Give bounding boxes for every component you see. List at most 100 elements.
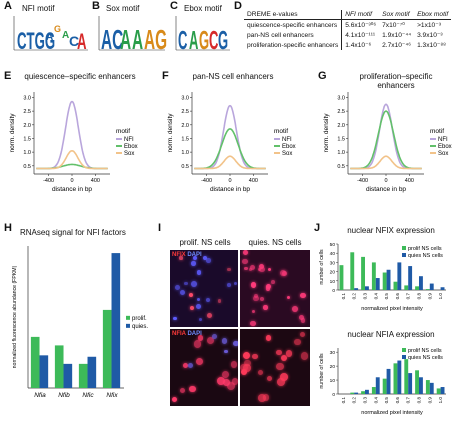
cell-nucleus (171, 396, 178, 403)
y-tick-label: 0 (332, 392, 335, 398)
y-tick-label: 2.5 (337, 109, 345, 115)
svg-text:A: A (77, 30, 87, 52)
panel-j2-title: nuclear NFIA expression (347, 330, 435, 339)
hist-bar (415, 370, 419, 394)
legend-swatch-0 (402, 246, 406, 250)
nfi-motif-logo: CTGG A G A C A (13, 16, 88, 52)
panel-h-title: RNAseq signal for NFI factors (20, 228, 126, 237)
cell-nucleus (300, 331, 306, 337)
micro-nfia-quies (240, 329, 310, 406)
cell-nfi: 5.6x10⁻³⁰⁶ (345, 22, 377, 29)
cell-nucleus (285, 350, 292, 357)
stain-nfia: NFIA (172, 331, 186, 337)
cell-nucleus (300, 318, 306, 323)
cell-nucleus (268, 267, 272, 271)
y-tick-label: 2.0 (337, 123, 345, 129)
y-axis-label: number of cells (319, 353, 325, 389)
bar-nfix-0 (102, 309, 112, 388)
series-line-sox (194, 155, 266, 170)
cell-nucleus (173, 316, 177, 321)
sox-motif-title: Sox motif (106, 4, 140, 13)
cell-ebox: >1x10⁻³ (417, 22, 441, 29)
panel-label-b: B (92, 0, 100, 12)
hist-bar (425, 380, 430, 394)
x-tick-label: 0.1 (341, 397, 346, 404)
cell-nucleus (249, 267, 253, 271)
panel-label-h: H (4, 222, 12, 234)
x-axis-label: distance in bp (52, 186, 92, 193)
ebox-motif-logo: C A G C G (175, 16, 230, 52)
ebox-motif-title: Ebox motif (184, 4, 222, 13)
legend-label-sox: Sox (124, 151, 134, 157)
hist-bar (419, 276, 423, 290)
x-tick-label: 0.9 (427, 293, 432, 300)
y-tick-label: 1.5 (23, 136, 31, 142)
y-axis-label: number of cells (319, 249, 325, 285)
hist-bar (425, 289, 430, 290)
legend-label-1: quies. (132, 324, 148, 330)
x-tick-label: 0.3 (363, 397, 368, 404)
x-tick-label: 0.2 (352, 293, 357, 300)
cell-nucleus (252, 353, 259, 360)
y-tick-label: 10 (330, 279, 336, 285)
panel-label-d: D (234, 0, 242, 12)
bar-nfib-1 (63, 363, 73, 388)
legend-title: motif (116, 128, 130, 135)
svg-text:A: A (62, 30, 69, 41)
cell-nucleus (189, 385, 196, 393)
series-line-sox (36, 149, 108, 170)
y-tick-label: 2.0 (23, 123, 31, 129)
cell-nucleus (252, 309, 256, 313)
cell-nucleus (227, 283, 231, 288)
bar-nfix-1 (111, 253, 121, 388)
cell-ebox: 3.9x10⁻³ (417, 32, 443, 39)
cell-nucleus (265, 335, 272, 342)
cell-nucleus (190, 281, 197, 287)
hist-bar (350, 392, 355, 394)
cell-nucleus (249, 320, 256, 327)
cell-nucleus (193, 340, 202, 348)
panel-label-a: A (4, 0, 12, 12)
cell-nucleus (242, 352, 250, 360)
y-tick-label: 2.5 (181, 109, 189, 115)
svg-text:CTGG: CTGG (17, 28, 55, 52)
cell-nucleus (298, 314, 305, 321)
nfia-histogram: 0 10 20 30 number of cells 0.1 0.2 0.3 0.4 0.5 0.6… (319, 348, 446, 416)
panel-e-title: quiescence–specific enhancers (24, 72, 136, 81)
y-tick-label: 30 (330, 260, 336, 266)
cell-nucleus (244, 266, 248, 271)
cell-nucleus (227, 382, 236, 390)
cell-nucleus (277, 378, 285, 387)
cell-nucleus (257, 394, 266, 402)
legend-label-nfi: NFI (124, 137, 134, 143)
panel-g-title: proliferation–specific enhancers (359, 72, 433, 90)
cell-nucleus (207, 336, 215, 344)
density-chart-quiescence: 0.5 1.0 1.5 2.0 2.5 3.0 -400 0 400 distance in bp… (9, 92, 138, 193)
cell-nucleus (294, 338, 301, 346)
micro-nfia-prolif (170, 329, 238, 406)
cell-sox: 2.7x10⁻⁴⁶ (382, 42, 411, 49)
legend-label-1: quies NS cells (408, 253, 443, 259)
hist-bar (375, 278, 380, 290)
series-line-nfi (194, 104, 266, 170)
y-tick-label: 0.5 (337, 164, 345, 170)
cell-nucleus (258, 263, 265, 269)
cell-nucleus (276, 350, 282, 356)
x-tick-label: 0.6 (395, 397, 400, 404)
x-tick-label: 1.0 (438, 293, 443, 300)
y-tick-label: 1.0 (337, 150, 345, 156)
x-tick-label: 0.6 (395, 293, 400, 300)
cell-nucleus (195, 357, 203, 365)
hist-bar (397, 262, 402, 290)
hist-bar (371, 262, 376, 290)
y-tick-label: 10 (330, 378, 336, 384)
cell-nucleus (266, 286, 271, 291)
stain-label-bottom: NFIA DAPI (172, 331, 202, 337)
panel-label-f: F (162, 70, 169, 82)
row-label: quiescence-specific enhancers (244, 19, 343, 30)
cell-nucleus (227, 267, 231, 272)
hist-bar (361, 256, 365, 290)
cell-nucleus (189, 292, 194, 297)
cell-nucleus (196, 298, 200, 302)
y-axis-label: norm. density (323, 113, 330, 153)
